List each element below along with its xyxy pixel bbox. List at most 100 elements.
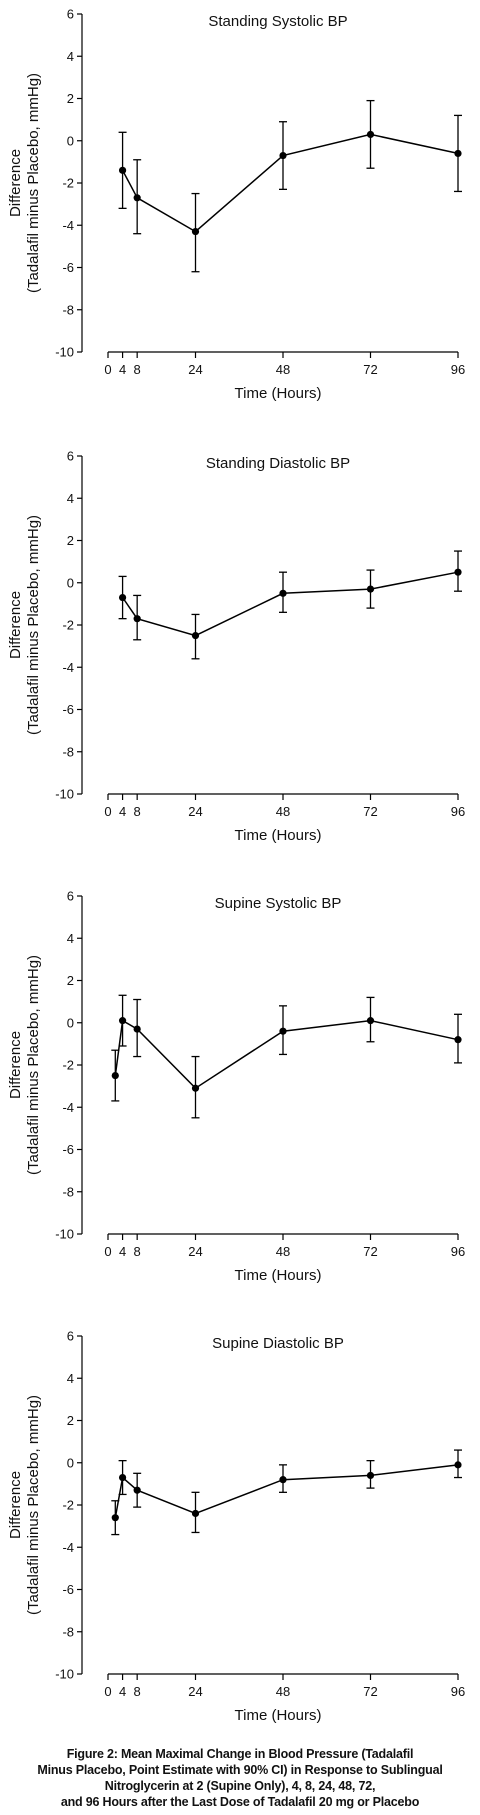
x-tick-label: 96: [451, 362, 465, 377]
data-point: [279, 589, 287, 597]
series-line: [121, 571, 459, 637]
chart-panel-3: Supine Systolic BP 6 4 2 0 -2 -4 -6 -8 -10 Differe…: [7, 889, 465, 1285]
y-tick-label: 0: [67, 1455, 74, 1470]
y-tick-label: 4: [67, 1371, 74, 1386]
x-tick-label: 4: [119, 362, 126, 377]
x-tick-label: 4: [119, 1244, 126, 1259]
y-tick-label: 2: [67, 973, 74, 988]
chart-panel-2: Standing Diastolic BP 6 4 2 0 -2 -4 -6 -8 -10 Diff…: [7, 449, 465, 845]
x-tick-label: 48: [276, 804, 290, 819]
x-tick-label: 72: [363, 1244, 377, 1259]
x-tick-label: 72: [363, 362, 377, 377]
x-tick-label: 96: [451, 804, 465, 819]
x-tick-label: 48: [276, 1244, 290, 1259]
y-tick-label: 6: [67, 7, 74, 22]
x-tick-label: 0: [104, 804, 111, 819]
y-tick-label: 4: [67, 931, 74, 946]
chart-title: Supine Diastolic BP: [212, 1335, 344, 1352]
y-tick-label: -10: [55, 787, 74, 802]
chart-panel-1: Standing Systolic BP 6 4 2 0 -2 -4 -6 -8 -10 Diffe…: [7, 7, 465, 403]
y-axis-label-line-2: (Tadalafil minus Placebo, mmHg): [25, 515, 42, 735]
y-tick-label: -4: [62, 1100, 74, 1115]
x-tick-label: 8: [134, 1684, 141, 1699]
y-tick-label: -6: [62, 260, 74, 275]
data-point: [133, 194, 141, 202]
x-tick-label: 24: [188, 362, 202, 377]
y-tick-label: -6: [62, 1582, 74, 1597]
x-tick-label: 96: [451, 1244, 465, 1259]
y-tick-label: -2: [62, 1498, 74, 1513]
y-tick-label: 6: [67, 889, 74, 904]
data-point: [111, 1514, 119, 1522]
y-tick-label: -6: [62, 1142, 74, 1157]
y-tick-label: 2: [67, 91, 74, 106]
y-tick-label: 4: [67, 49, 74, 64]
data-point: [111, 1071, 119, 1080]
x-tick-label: 4: [119, 1684, 126, 1699]
data-point: [454, 1461, 462, 1469]
data-point: [118, 593, 127, 602]
x-tick-label: 8: [134, 1244, 141, 1259]
x-tick-label: 24: [188, 1684, 202, 1699]
data-point: [454, 149, 462, 158]
caption-line-4: and 96 Hours after the Last Dose of Tada…: [60, 1795, 420, 1809]
y-axis-label-line-2: (Tadalafil minus Placebo, mmHg): [25, 1395, 42, 1615]
x-axis-label: Time (Hours): [235, 1707, 322, 1724]
x-tick-label: 24: [188, 804, 202, 819]
data-point: [366, 585, 375, 593]
y-tick-label: -10: [55, 1667, 74, 1682]
caption-line-1: Figure 2: Mean Maximal Change in Blood P…: [66, 1747, 414, 1761]
x-tick-label: 4: [119, 804, 126, 819]
x-axis-label: Time (Hours): [235, 827, 322, 844]
x-tick-label: 0: [104, 362, 111, 377]
x-tick-label: 48: [276, 362, 290, 377]
series-line: [121, 133, 459, 233]
data-point: [118, 1473, 127, 1482]
y-axis-label-line-1: Difference: [7, 591, 24, 659]
x-tick-label: 0: [104, 1244, 111, 1259]
data-point: [133, 1025, 141, 1033]
data-point: [191, 1509, 200, 1518]
y-tick-label: -10: [55, 345, 74, 360]
data-point: [279, 151, 287, 160]
y-tick-label: -6: [62, 702, 74, 717]
x-tick-label: 8: [134, 804, 141, 819]
x-tick-label: 48: [276, 1684, 290, 1699]
x-tick-label: 72: [363, 1684, 377, 1699]
x-tick-label: 72: [363, 804, 377, 819]
chart-title: Supine Systolic BP: [215, 895, 342, 912]
y-tick-label: 0: [67, 133, 74, 148]
y-tick-label: 2: [67, 533, 74, 548]
y-tick-label: 6: [67, 449, 74, 464]
y-tick-label: 0: [67, 575, 74, 590]
x-tick-label: 96: [451, 1684, 465, 1699]
y-tick-label: -2: [62, 618, 74, 633]
y-tick-label: -2: [62, 176, 74, 191]
caption-line-3: Nitroglycerin at 2 (Supine Only), 4, 8, …: [104, 1779, 376, 1793]
x-tick-label: 0: [104, 1684, 111, 1699]
y-axis-label-line-1: Difference: [7, 1471, 24, 1539]
x-tick-label: 8: [134, 362, 141, 377]
y-tick-label: 4: [67, 491, 74, 506]
x-axis-label: Time (Hours): [235, 1267, 322, 1284]
y-tick-label: -8: [62, 744, 74, 759]
y-tick-label: -10: [55, 1227, 74, 1242]
y-tick-label: -8: [62, 302, 74, 317]
y-axis-label-line-2: (Tadalafil minus Placebo, mmHg): [25, 73, 42, 293]
data-point: [366, 130, 375, 139]
data-point: [118, 166, 127, 174]
y-tick-label: 2: [67, 1413, 74, 1428]
chart-title: Standing Systolic BP: [208, 13, 347, 30]
x-axis-label: Time (Hours): [235, 385, 322, 402]
data-point: [191, 1084, 200, 1092]
data-point: [366, 1471, 375, 1480]
data-point: [366, 1017, 375, 1025]
data-point: [191, 227, 200, 236]
caption-line-2: Minus Placebo, Point Estimate with 90% C…: [37, 1763, 443, 1777]
chart-panel-4: Supine Diastolic BP 6 4 2 0 -2 -4 -6 -8 -10 Differ…: [7, 1329, 465, 1725]
y-tick-label: -4: [62, 218, 74, 233]
chart-title: Standing Diastolic BP: [206, 455, 350, 472]
data-point: [279, 1027, 287, 1035]
data-point: [454, 1036, 462, 1044]
y-tick-label: -4: [62, 660, 74, 675]
